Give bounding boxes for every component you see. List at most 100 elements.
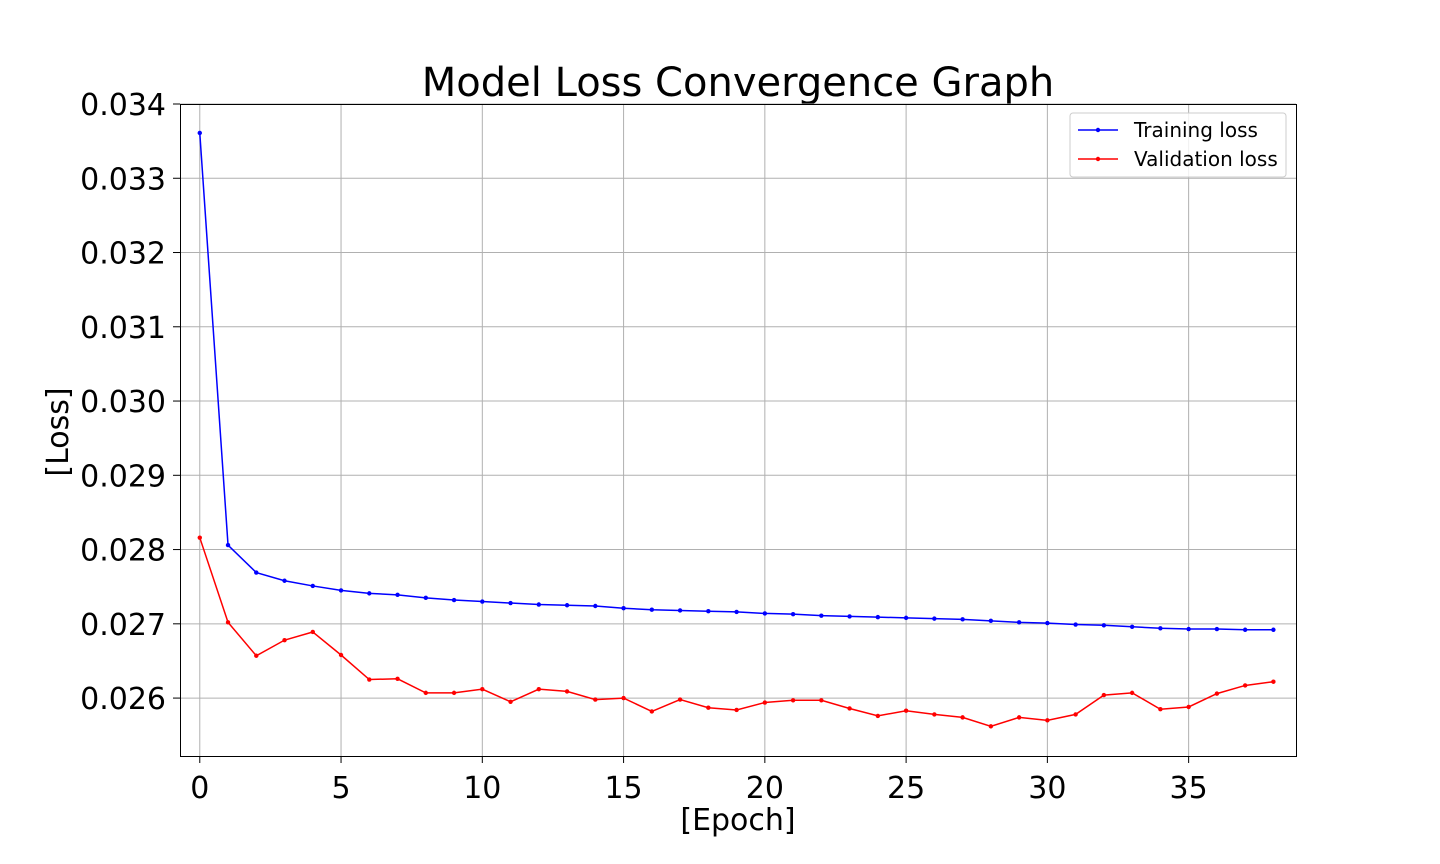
data-point bbox=[621, 695, 626, 701]
data-point bbox=[903, 708, 909, 713]
data-point bbox=[1242, 683, 1248, 688]
data-point bbox=[254, 570, 259, 575]
data-point bbox=[1214, 626, 1220, 632]
data-point bbox=[451, 597, 457, 603]
data-point bbox=[1242, 627, 1248, 632]
data-point bbox=[988, 618, 994, 624]
x-tick-label: 35 bbox=[1170, 771, 1208, 806]
data-point bbox=[282, 637, 287, 643]
data-point bbox=[762, 700, 768, 705]
y-tick-label: 0.033 bbox=[80, 162, 166, 197]
data-point bbox=[254, 653, 259, 658]
x-tick-label: 5 bbox=[331, 771, 350, 806]
data-point bbox=[1158, 707, 1163, 712]
data-point bbox=[734, 609, 739, 615]
data-point bbox=[1214, 691, 1220, 696]
data-point bbox=[932, 712, 937, 717]
plot-frame bbox=[180, 104, 1297, 757]
data-point bbox=[932, 616, 937, 621]
data-point bbox=[706, 608, 711, 614]
data-point bbox=[395, 676, 400, 681]
legend-swatch-marker bbox=[1095, 156, 1101, 162]
data-point bbox=[1073, 712, 1078, 717]
data-point bbox=[508, 699, 513, 704]
data-point bbox=[310, 583, 315, 589]
data-point bbox=[1271, 627, 1276, 632]
data-point bbox=[875, 713, 881, 719]
grid-lines bbox=[180, 103, 1296, 756]
data-point bbox=[621, 606, 626, 611]
data-point bbox=[367, 677, 372, 682]
data-point bbox=[1186, 626, 1191, 632]
y-tick-label: 0.032 bbox=[80, 237, 166, 272]
chart-title: Model Loss Convergence Graph bbox=[422, 60, 1054, 106]
y-axis-label: [Loss] bbox=[41, 387, 76, 476]
legend-box bbox=[1069, 112, 1287, 178]
data-point bbox=[677, 608, 683, 613]
data-point bbox=[338, 652, 344, 658]
data-point bbox=[960, 715, 965, 720]
y-tick-label: 0.030 bbox=[80, 385, 166, 420]
data-point bbox=[847, 614, 852, 619]
series-training-loss bbox=[197, 130, 1276, 632]
data-point bbox=[1045, 620, 1050, 626]
data-point bbox=[903, 615, 909, 621]
x-tick-label: 0 bbox=[190, 771, 209, 806]
data-point bbox=[395, 592, 400, 598]
y-axis: 0.026 0.027 0.028 0.029 0.030 0.031 0.032 0.033… bbox=[80, 88, 180, 717]
data-point bbox=[819, 698, 824, 703]
y-tick-label: 0.026 bbox=[80, 682, 166, 717]
data-point bbox=[1129, 690, 1135, 696]
data-point bbox=[1073, 622, 1078, 627]
x-axis: 0 5 10 15 20 25 30 35 bbox=[190, 756, 1208, 806]
data-point bbox=[819, 613, 824, 618]
data-point bbox=[1129, 624, 1135, 629]
data-point bbox=[1045, 718, 1050, 723]
series-line bbox=[199, 132, 1274, 631]
data-point bbox=[367, 591, 372, 596]
data-point bbox=[1186, 704, 1191, 710]
data-point bbox=[480, 599, 485, 604]
data-point bbox=[338, 588, 344, 593]
data-point bbox=[1016, 620, 1022, 625]
y-tick-label: 0.028 bbox=[80, 534, 166, 569]
data-point bbox=[225, 542, 231, 548]
x-tick-label: 15 bbox=[604, 771, 642, 806]
data-point bbox=[1101, 692, 1107, 698]
data-point bbox=[282, 578, 287, 583]
x-tick-label: 20 bbox=[746, 771, 784, 806]
data-point bbox=[1271, 679, 1276, 684]
data-point bbox=[197, 130, 202, 136]
y-tick-label: 0.031 bbox=[80, 311, 166, 346]
data-point bbox=[480, 686, 485, 692]
legend-label: Training loss bbox=[1133, 118, 1258, 142]
y-tick-label: 0.029 bbox=[80, 459, 166, 494]
legend-label: Validation loss bbox=[1134, 147, 1278, 171]
data-point bbox=[875, 614, 881, 620]
data-point bbox=[593, 603, 598, 609]
data-point bbox=[508, 600, 513, 606]
data-point bbox=[1016, 715, 1022, 720]
y-tick-label: 0.027 bbox=[80, 608, 166, 643]
series-validation-loss bbox=[197, 535, 1276, 729]
data-point bbox=[423, 690, 429, 696]
data-point bbox=[451, 690, 457, 696]
data-point bbox=[310, 629, 315, 635]
data-point bbox=[564, 689, 570, 694]
data-point bbox=[593, 697, 598, 702]
x-tick-label: 25 bbox=[887, 771, 925, 806]
data-point bbox=[960, 617, 965, 622]
data-point bbox=[1101, 623, 1107, 628]
data-point bbox=[536, 602, 542, 607]
y-tick-label: 0.034 bbox=[80, 88, 166, 123]
data-point bbox=[649, 607, 655, 612]
data-point bbox=[564, 603, 570, 608]
data-point bbox=[423, 595, 429, 601]
data-point bbox=[536, 686, 542, 692]
legend: Training loss Validation loss bbox=[1069, 112, 1287, 178]
data-point bbox=[790, 611, 796, 617]
x-axis-label: [Epoch] bbox=[680, 803, 795, 838]
data-point bbox=[649, 709, 655, 714]
series-layer bbox=[197, 130, 1276, 729]
